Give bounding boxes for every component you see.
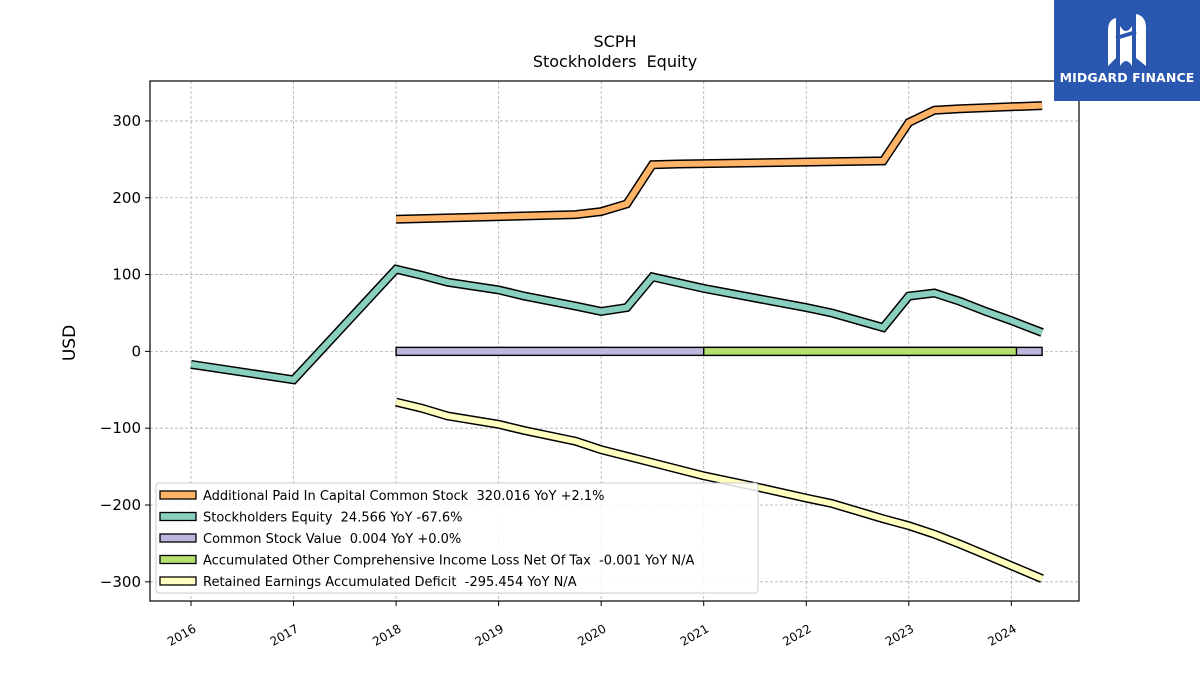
x-tick-label-1: 2017 bbox=[268, 621, 301, 648]
x-axis-ticks: 2016 2017 2018 2019 2020 2021 2022 2023 2024 bbox=[165, 601, 1019, 649]
y-axis-ticks: 300 200 100 0 −100 −200 −300 bbox=[100, 112, 150, 591]
legend-box bbox=[155, 482, 759, 594]
legend-swatch-4 bbox=[159, 576, 197, 586]
x-tick-label-3: 2019 bbox=[473, 621, 506, 648]
y-tick-label-3: 0 bbox=[131, 342, 141, 360]
grid bbox=[150, 81, 1079, 601]
y-tick-label-0: 300 bbox=[112, 112, 141, 130]
logo-text: MIDGARD FINANCE bbox=[1059, 70, 1195, 85]
legend: Additional Paid In Capital Common Stock … bbox=[155, 482, 759, 594]
midgard-finance-logo: MIDGARD FINANCE bbox=[1054, 0, 1200, 101]
chart-subtitle: Stockholders Equity bbox=[533, 52, 697, 71]
y-tick-label-6: −300 bbox=[100, 573, 141, 591]
legend-swatch-0 bbox=[159, 490, 197, 500]
x-tick-label-8: 2024 bbox=[985, 621, 1018, 648]
legend-label-1: Stockholders Equity 24.566 YoY -67.6% bbox=[203, 511, 463, 526]
x-tick-label-4: 2020 bbox=[575, 621, 608, 648]
y-tick-label-5: −200 bbox=[100, 496, 141, 514]
midgard-logo-icon bbox=[1108, 14, 1146, 66]
series-line-1 bbox=[190, 265, 1044, 384]
legend-label-4: Retained Earnings Accumulated Deficit -2… bbox=[203, 575, 577, 590]
series-line-0 bbox=[396, 102, 1043, 223]
legend-label-0: Additional Paid In Capital Common Stock … bbox=[203, 489, 605, 504]
legend-label-3: Accumulated Other Comprehensive Income L… bbox=[203, 554, 694, 569]
plot-frame bbox=[149, 80, 1080, 602]
chart-title: SCPH bbox=[593, 32, 636, 51]
legend-label-2: Common Stock Value 0.004 YoY +0.0% bbox=[203, 532, 461, 547]
x-tick-label-6: 2022 bbox=[780, 621, 813, 648]
x-tick-label-0: 2016 bbox=[165, 621, 198, 648]
y-tick-label-4: −100 bbox=[100, 419, 141, 437]
series-bar-3 bbox=[703, 346, 1018, 357]
y-tick-label-2: 100 bbox=[112, 266, 141, 284]
x-tick-label-5: 2021 bbox=[678, 621, 711, 648]
legend-swatch-2 bbox=[159, 533, 197, 543]
x-tick-label-7: 2023 bbox=[883, 621, 916, 648]
series-outline-1 bbox=[190, 264, 1044, 385]
y-axis-label: USD bbox=[60, 325, 80, 361]
x-tick-label-2: 2018 bbox=[370, 621, 403, 648]
legend-swatch-3 bbox=[159, 554, 197, 565]
legend-swatch-1 bbox=[159, 511, 197, 522]
y-tick-label-1: 200 bbox=[112, 189, 141, 207]
